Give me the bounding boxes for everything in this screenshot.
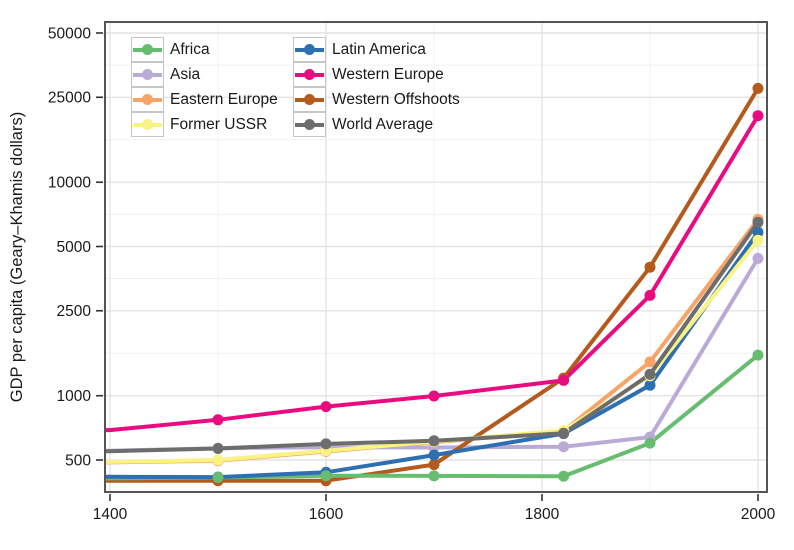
data-point — [644, 356, 656, 368]
data-point — [428, 470, 440, 482]
data-point — [212, 454, 224, 466]
data-point — [644, 261, 656, 273]
series-lines — [105, 87, 760, 483]
y-tick-label: 500 — [65, 452, 91, 469]
data-point — [212, 414, 224, 426]
data-point — [558, 374, 570, 386]
data-point — [558, 427, 570, 439]
x-tick-label: 1600 — [309, 506, 344, 523]
data-point — [428, 449, 440, 461]
axis-ticks-and-labels: 500 1000 2500 5000 10000 25000 50000 1400 1600 18… — [48, 25, 776, 523]
y-tick-label: 1000 — [57, 388, 92, 405]
data-point — [752, 110, 764, 122]
y-tick-label: 2500 — [57, 303, 92, 320]
y-axis-title: GDP per capita (Geary–Khamis dollars) — [8, 112, 26, 402]
series-points — [212, 82, 764, 487]
series-line-western-europe — [105, 114, 760, 433]
series-points-world-average — [212, 216, 764, 454]
x-tick-label: 1800 — [525, 506, 560, 523]
data-point — [320, 470, 332, 482]
series-points-western-offshoots — [212, 82, 764, 487]
data-point — [428, 390, 440, 402]
y-tick-label: 10000 — [48, 175, 91, 192]
data-point — [558, 470, 570, 482]
y-tick-label: 50000 — [48, 25, 91, 42]
data-point — [752, 252, 764, 264]
data-point — [320, 401, 332, 413]
series-line-latin-america — [105, 231, 760, 480]
panel-border — [104, 21, 768, 493]
data-point — [212, 443, 224, 454]
data-point — [644, 289, 656, 301]
x-tick-label: 1400 — [93, 506, 128, 523]
series-line-world-average — [105, 221, 760, 454]
data-point — [644, 437, 656, 449]
series-line-eastern-europe — [105, 218, 760, 465]
data-point — [752, 234, 764, 246]
data-point — [752, 349, 764, 361]
x-tick-label: 2000 — [741, 506, 776, 523]
data-point — [644, 368, 656, 380]
data-point — [428, 459, 440, 471]
data-point — [752, 82, 764, 94]
data-point — [752, 226, 764, 238]
data-point — [752, 216, 764, 228]
data-point — [644, 379, 656, 391]
major-gridlines — [105, 22, 767, 492]
data-point — [212, 472, 224, 483]
series-points-western-europe — [212, 110, 764, 426]
data-point — [428, 435, 440, 447]
y-tick-label: 25000 — [48, 90, 91, 107]
panel-border-rect — [104, 21, 768, 493]
series-points-africa — [212, 349, 764, 483]
minor-gridlines — [105, 22, 767, 492]
data-point — [558, 441, 570, 453]
data-point — [320, 438, 332, 450]
y-tick-label: 5000 — [57, 239, 92, 256]
series-line-western-offshoots — [105, 87, 760, 483]
